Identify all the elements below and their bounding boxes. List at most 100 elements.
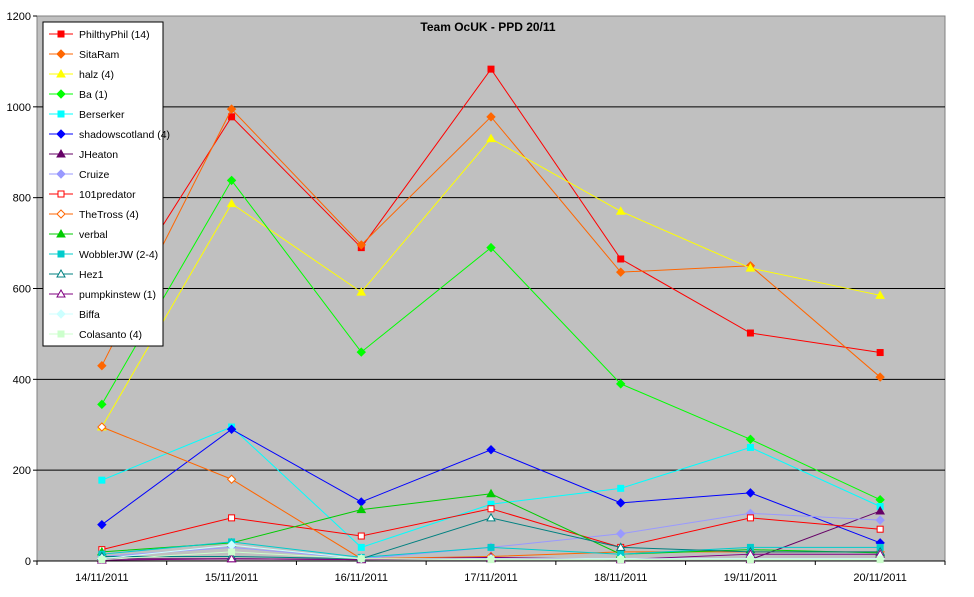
data-point [876,556,884,564]
legend-marker [56,89,66,99]
data-point [98,556,106,564]
legend-label: Hez1 [79,269,104,281]
legend-marker [56,148,66,158]
x-tick-label: 18/11/2011 [594,572,647,584]
x-tick-label: 14/11/2011 [75,572,128,584]
legend-label: PhilthyPhil (14) [79,29,150,41]
y-tick-label: 1000 [7,102,31,114]
legend-label: Colasanto (4) [79,329,142,341]
legend-marker [56,228,66,238]
data-point [616,529,626,539]
legend-item: WobblerJW (2-4) [49,249,158,261]
y-axis: 0 200 400 600 800 1000 1200 [7,11,37,568]
data-point [487,543,495,551]
legend-label: Berserker [79,109,125,121]
legend-item: verbal [49,228,108,241]
data-point [97,399,107,410]
series-15 [98,548,884,564]
data-point [226,424,237,434]
data-point [875,372,885,382]
data-point [616,379,626,389]
legend-label: Biffa [79,309,100,321]
data-point [617,255,625,263]
data-point [875,506,886,515]
legend-marker [56,129,66,139]
legend-marker [57,330,65,338]
data-point [746,329,754,337]
legend-item: Colasanto (4) [49,329,142,341]
legend-label: pumpkinstew (1) [79,289,156,301]
legend-label: Cruize [79,169,110,181]
data-point [356,504,367,514]
x-tick-label: 19/11/2011 [724,572,777,584]
data-point [357,532,365,540]
legend-item: JHeaton [49,148,118,161]
data-point [876,349,884,357]
legend-marker [56,288,66,298]
y-tick-label: 200 [13,465,31,477]
y-tick-label: 1200 [7,11,31,23]
legend-marker [56,49,66,59]
data-point [356,287,367,296]
legend-item: pumpkinstew (1) [49,288,156,301]
data-point [226,474,237,484]
data-point [486,133,496,143]
data-point [746,443,754,451]
data-point [486,512,496,522]
x-tick-label: 15/11/2011 [205,572,258,584]
data-point [876,525,884,533]
legend-item: TheTross (4) [49,209,139,221]
data-point [97,422,107,432]
y-tick-label: 800 [13,193,31,205]
data-point [486,112,496,122]
legend-marker [56,309,66,319]
legend-label: Ba (1) [79,89,108,101]
legend-marker [56,209,66,219]
legend-item: PhilthyPhil (14) [49,29,150,41]
legend-label: JHeaton [79,149,118,161]
legend-label: SitaRam [79,49,120,61]
data-point [745,488,756,498]
legend-item: Cruize [49,169,110,181]
data-point [745,263,756,272]
data-point [617,484,625,492]
data-point [487,65,495,73]
data-point [356,240,366,250]
legend-marker [57,250,65,258]
x-tick-label: 17/11/2011 [464,572,517,584]
legend-marker [57,110,65,118]
gridlines [37,106,945,471]
series-layer [96,65,886,564]
legend-item: SitaRam [49,49,120,61]
y-tick-label: 600 [13,284,31,296]
legend-item: Biffa [49,309,100,321]
data-point [875,515,885,525]
legend-marker [56,268,66,278]
data-point [226,198,237,208]
data-point [487,556,495,564]
x-tick-label: 16/11/2011 [335,572,388,584]
x-tick-label: 20/11/2011 [853,572,906,584]
data-point [226,175,237,186]
data-point [616,267,626,277]
legend-marker [56,169,66,179]
legend-item: halz (4) [49,68,114,81]
data-point [615,206,626,215]
data-point [357,555,365,563]
chart-title: Team OcUK - PPD 20/11 [420,20,555,34]
legend-label: halz (4) [79,69,114,81]
data-point [228,113,236,121]
data-point [356,347,366,357]
legend-item: Berserker [49,109,125,121]
data-point [875,290,886,299]
data-point [746,514,754,522]
y-tick-label: 400 [13,374,31,386]
data-point [228,548,236,556]
data-point [745,434,756,444]
legend-label: TheTross (4) [79,209,139,221]
legend-item: Ba (1) [49,89,108,101]
legend: PhilthyPhil (14) SitaRam halz (4) Ba (1) Ber… [42,21,170,347]
data-point [98,476,106,484]
data-point [228,514,236,522]
